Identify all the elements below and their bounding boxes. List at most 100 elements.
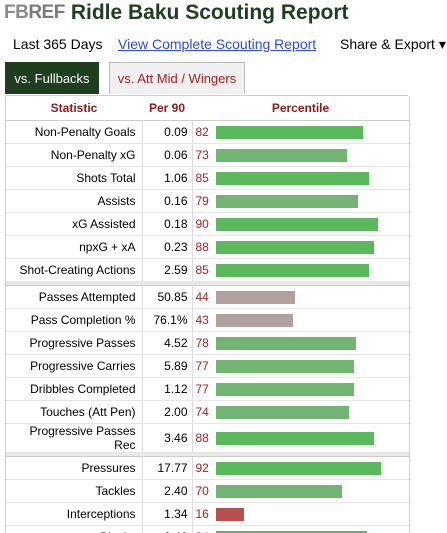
percentile-cell: 92 bbox=[192, 456, 410, 480]
stat-name: Blocks bbox=[6, 525, 143, 533]
group-separator-cell bbox=[6, 452, 409, 457]
page-title: Ridle Baku Scouting Report bbox=[70, 1, 349, 24]
stat-name: Non-Penalty xG bbox=[6, 143, 143, 167]
percentile-wrapper: 92 bbox=[196, 457, 410, 479]
percentile-value: 79 bbox=[195, 194, 209, 208]
percentile-value: 78 bbox=[195, 336, 209, 350]
tab-vs-att-mid-wingers[interactable]: vs. Att Mid / Wingers bbox=[109, 62, 245, 94]
fbref-logo[interactable]: FB REF bbox=[4, 2, 65, 24]
stat-name: Dribbles Completed bbox=[6, 377, 143, 401]
per90-value: 50.85 bbox=[142, 285, 193, 309]
percentile-bar-track bbox=[215, 125, 396, 139]
percentile-wrapper: 88 bbox=[196, 427, 410, 449]
stat-name: Touches (Att Pen) bbox=[6, 400, 143, 424]
per90-value: 4.52 bbox=[142, 331, 193, 355]
table-row: Dribbles Completed 1.12 77 bbox=[6, 377, 409, 401]
header-statistic[interactable]: Statistic bbox=[6, 96, 142, 121]
stat-name: Interceptions bbox=[6, 502, 143, 526]
percentile-wrapper: 74 bbox=[196, 401, 410, 423]
page-header: FB REF Ridle Baku Scouting Report bbox=[0, 0, 447, 26]
stat-name: Pressures bbox=[6, 456, 143, 480]
percentile-wrapper: 90 bbox=[196, 213, 410, 235]
percentile-bar-track bbox=[215, 194, 396, 208]
percentile-bar-track bbox=[215, 217, 396, 231]
percentile-value: 77 bbox=[195, 359, 209, 373]
percentile-value: 88 bbox=[195, 431, 209, 445]
percentile-cell: 77 bbox=[192, 377, 409, 401]
header-per90[interactable]: Per 90 bbox=[142, 96, 192, 121]
percentile-bar bbox=[215, 217, 378, 231]
percentile-value: 82 bbox=[195, 125, 209, 139]
per90-value: 5.89 bbox=[142, 354, 193, 378]
table-row: Progressive Passes Rec 3.46 88 bbox=[6, 423, 410, 453]
stat-name: xG Assisted bbox=[6, 212, 143, 236]
complete-report-link[interactable]: View Complete Scouting Report bbox=[118, 36, 317, 52]
percentile-bar bbox=[215, 507, 245, 521]
percentile-bar bbox=[215, 530, 367, 533]
stat-name: Tackles bbox=[6, 479, 143, 503]
table-header-row: Statistic Per 90 Percentile bbox=[6, 96, 409, 121]
table-row: Passes Attempted 50.85 44 bbox=[6, 285, 410, 309]
percentile-wrapper: 88 bbox=[196, 236, 410, 258]
per90-value: 0.09 bbox=[142, 120, 193, 144]
table-row: Pass Completion % 76.1% 43 bbox=[6, 308, 409, 332]
percentile-bar-track bbox=[215, 405, 396, 419]
percentile-bar-track bbox=[215, 313, 396, 327]
percentile-cell: 90 bbox=[192, 212, 410, 236]
percentile-wrapper: 78 bbox=[196, 332, 410, 354]
percentile-bar bbox=[215, 194, 358, 208]
percentile-bar bbox=[215, 240, 374, 254]
percentile-cell: 85 bbox=[192, 258, 410, 282]
table-row: Pressures 17.77 92 bbox=[6, 456, 410, 480]
percentile-bar-track bbox=[215, 359, 396, 373]
scouting-table: Statistic Per 90 Percentile Non-Penalty … bbox=[6, 96, 409, 533]
percentile-bar-track bbox=[215, 171, 396, 185]
percentile-value: 73 bbox=[195, 148, 209, 162]
percentile-bar-track bbox=[215, 461, 396, 475]
stat-name: Passes Attempted bbox=[6, 285, 143, 309]
percentile-value: 90 bbox=[195, 217, 209, 231]
period-label: Last 365 Days bbox=[13, 36, 103, 52]
percentile-value: 77 bbox=[195, 382, 209, 396]
per90-value: 1.06 bbox=[142, 166, 193, 190]
percentile-value: 88 bbox=[195, 240, 209, 254]
percentile-value: 92 bbox=[195, 461, 209, 475]
per90-value: 0.23 bbox=[142, 235, 193, 259]
tab-divider bbox=[5, 95, 408, 96]
percentile-bar-track bbox=[215, 530, 396, 533]
table-row: Blocks2.4084 bbox=[6, 525, 409, 533]
per90-value: 2.40 bbox=[142, 479, 193, 503]
percentile-cell: 16 bbox=[192, 502, 410, 526]
percentile-bar bbox=[215, 484, 342, 498]
per90-value: 1.34 bbox=[142, 502, 193, 526]
share-export-menu[interactable]: Share & Export ▾ bbox=[340, 36, 446, 52]
percentile-bar-track bbox=[215, 382, 396, 396]
table-row: Touches (Att Pen) 2.00 74 bbox=[6, 400, 410, 424]
table-row: Interceptions 1.34 16 bbox=[6, 502, 410, 526]
header-percentile[interactable]: Percentile bbox=[192, 96, 409, 121]
percentile-cell: 74 bbox=[192, 400, 410, 424]
percentile-wrapper: 85 bbox=[196, 259, 410, 281]
percentile-bar-track bbox=[215, 290, 396, 304]
per90-value: 0.06 bbox=[142, 143, 193, 167]
tab-vs-fullbacks[interactable]: vs. Fullbacks bbox=[5, 62, 99, 94]
per90-value: 76.1% bbox=[142, 308, 193, 332]
stat-name: Assists bbox=[6, 189, 143, 213]
percentile-bar-track bbox=[215, 431, 396, 445]
percentile-bar bbox=[215, 313, 293, 327]
percentile-wrapper: 44 bbox=[196, 286, 410, 308]
percentile-bar-track bbox=[215, 263, 396, 277]
percentile-wrapper: 16 bbox=[196, 503, 410, 525]
percentile-bar-track bbox=[215, 148, 396, 162]
percentile-cell: 85 bbox=[192, 166, 410, 190]
percentile-bar-track bbox=[215, 484, 396, 498]
stat-name: Non-Penalty Goals bbox=[6, 120, 143, 144]
table-row: Shot-Creating Actions 2.59 85 bbox=[6, 258, 410, 282]
per90-value: 2.40 bbox=[142, 525, 193, 533]
percentile-cell: 73 bbox=[192, 143, 409, 167]
percentile-wrapper: 85 bbox=[196, 167, 410, 189]
percentile-bar bbox=[215, 405, 349, 419]
percentile-value: 74 bbox=[195, 405, 209, 419]
percentile-bar bbox=[215, 359, 355, 373]
percentile-value: 84 bbox=[196, 530, 214, 533]
